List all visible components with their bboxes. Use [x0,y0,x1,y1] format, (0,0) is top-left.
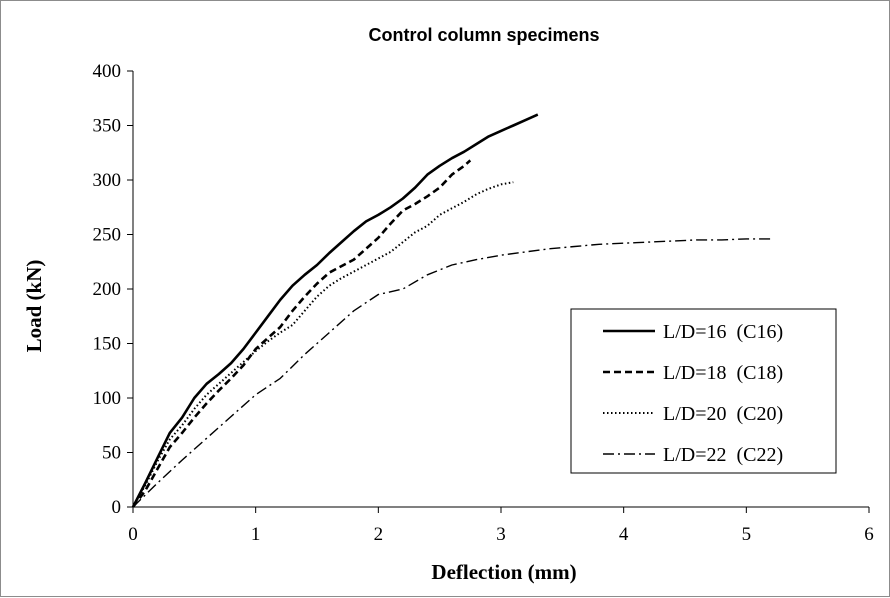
x-tick-label: 1 [251,524,261,545]
legend: L/D=16 (C16) L/D=18 (C18) L/D=20 (C20) L/D=… [571,309,836,473]
y-tick-label: 100 [93,388,122,409]
y-axis-label: Load (kN) [22,260,46,353]
x-tick-label: 4 [619,524,629,545]
y-tick-label: 150 [93,334,122,355]
y-tick-label: 250 [93,225,122,246]
x-tick-label: 6 [864,524,874,545]
legend-label-0: L/D=16 (C16) [663,321,783,343]
x-tick-label: 3 [496,524,506,545]
chart-title: Control column specimens [368,25,599,45]
y-tick-label: 0 [112,497,122,518]
x-tick-label: 0 [128,524,138,545]
y-tick-label: 350 [93,116,122,137]
y-tick-label: 50 [102,443,121,464]
y-tick-label: 400 [93,61,122,82]
series-line-2 [133,182,513,507]
series-line-0 [133,115,538,507]
x-axis-label: Deflection (mm) [431,560,576,584]
x-tick-label: 5 [742,524,752,545]
y-tick-label: 300 [93,170,122,191]
x-tick-label: 2 [374,524,384,545]
series-line-1 [133,160,470,507]
legend-label-1: L/D=18 (C18) [663,362,783,384]
legend-label-2: L/D=20 (C20) [663,403,783,425]
y-tick-label: 200 [93,279,122,300]
legend-label-3: L/D=22 (C22) [663,444,783,466]
